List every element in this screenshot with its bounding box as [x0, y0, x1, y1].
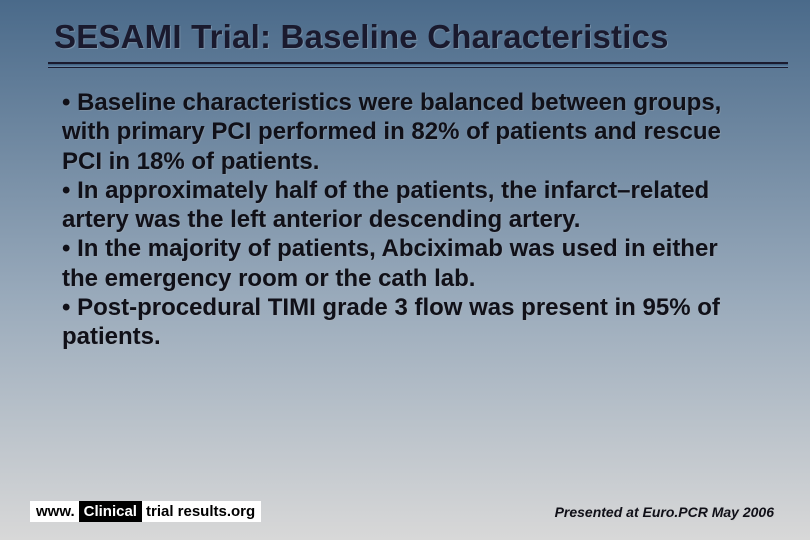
site-badge: www. Clinical trial results.org	[30, 501, 261, 522]
bullet-item: • Post-procedural TIMI grade 3 flow was …	[62, 293, 760, 352]
underline-bot	[48, 67, 788, 68]
slide-title: SESAMI Trial: Baseline Characteristics	[54, 18, 780, 56]
slide: SESAMI Trial: Baseline Characteristics •…	[0, 0, 810, 540]
title-underline	[48, 62, 788, 68]
footer: www. Clinical trial results.org Presente…	[0, 501, 810, 522]
body-text: • Baseline characteristics were balanced…	[62, 88, 760, 351]
bullet-item: • Baseline characteristics were balanced…	[62, 88, 760, 176]
site-mid: Clinical	[79, 501, 142, 522]
presented-at: Presented at Euro.PCR May 2006	[555, 504, 774, 520]
site-prefix: www.	[30, 501, 79, 522]
site-suffix: trial results.org	[142, 501, 261, 522]
bullet-item: • In the majority of patients, Abciximab…	[62, 234, 760, 293]
bullet-item: • In approximately half of the patients,…	[62, 176, 760, 235]
